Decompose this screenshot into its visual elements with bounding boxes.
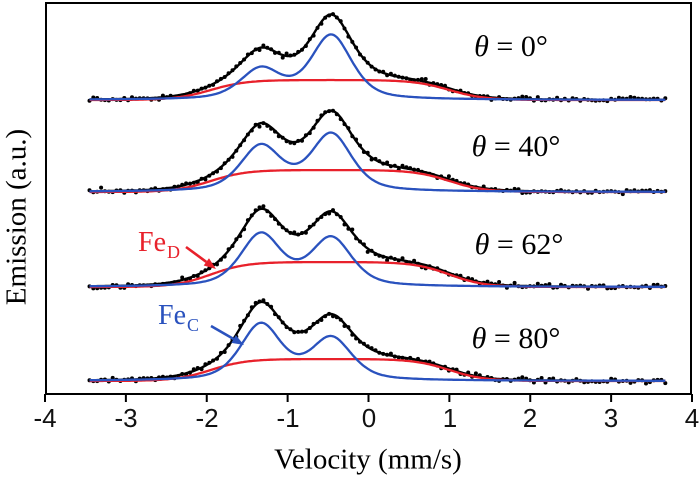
theta-symbol: θ [471, 322, 487, 355]
theta-40-label: θ = 40° [472, 130, 561, 164]
theta-value: = 0° [488, 30, 548, 63]
data-point [261, 204, 266, 209]
theta-value: = 80° [486, 322, 561, 355]
spectrum-theta-62 [87, 204, 668, 291]
spectrum-theta-0 [87, 12, 668, 104]
data-point [423, 77, 428, 81]
theta-value: = 40° [486, 130, 561, 163]
theta-0-label: θ = 0° [474, 30, 548, 64]
fec-component-curve [89, 131, 666, 193]
x-tick-label: 0 [361, 403, 377, 433]
fec-arrow-line [210, 324, 235, 341]
theta-value: = 62° [489, 228, 564, 261]
data-point [280, 55, 285, 60]
x-tick-label: 3 [603, 403, 619, 433]
data-point [284, 51, 289, 56]
data-point [497, 280, 502, 284]
data-point [628, 95, 633, 99]
x-tick-label: 4 [684, 403, 700, 433]
fec-subscript: C [187, 315, 200, 335]
fed-component-label: FeD [138, 227, 180, 262]
x-tick-label: -1 [276, 403, 300, 433]
fec-text: Fe [158, 300, 186, 331]
fec-component-curve [89, 231, 666, 288]
theta-symbol: θ [471, 130, 487, 163]
data-point [385, 258, 390, 263]
fed-component-curve [89, 260, 666, 289]
spectrum-theta-40 [87, 108, 668, 197]
fed-text: Fe [138, 227, 166, 258]
data-point [535, 95, 540, 100]
data-point [365, 249, 370, 254]
x-tick-label: -4 [33, 403, 57, 433]
x-tick-label: -3 [114, 403, 138, 433]
theta-62-label: θ = 62° [475, 228, 564, 262]
fed-arrow-head [203, 258, 216, 269]
theta-symbol: θ [474, 30, 489, 63]
fec-component-label: FeC [158, 300, 200, 335]
fec-component-curve [89, 321, 666, 382]
fed-arrow-line [185, 245, 208, 263]
data-point [644, 381, 648, 386]
data-point [520, 94, 525, 99]
x-tick-label: -2 [195, 403, 219, 433]
data-point [535, 281, 540, 286]
data-point [473, 371, 478, 376]
data-point [99, 185, 104, 190]
fed-subscript: D [167, 242, 180, 262]
data-point [257, 124, 262, 129]
fec-arrow-head [231, 335, 244, 345]
total-fit-curve [89, 13, 666, 101]
theta-symbol: θ [474, 228, 490, 261]
x-tick-label: 2 [522, 403, 538, 433]
total-fit-curve [89, 109, 666, 193]
data-point [539, 376, 544, 380]
fec-component-curve [89, 33, 666, 101]
y-axis-label: Emission (a.u.) [0, 128, 33, 306]
spectrum-theta-80 [87, 298, 668, 386]
data-point [512, 280, 517, 285]
data-point [446, 174, 451, 179]
data-point [520, 375, 525, 380]
data-point [547, 282, 552, 287]
x-tick-label: 1 [442, 403, 458, 433]
x-axis-label: Velocity (mm/s) [274, 443, 462, 476]
theta-80-label: θ = 80° [472, 322, 561, 356]
